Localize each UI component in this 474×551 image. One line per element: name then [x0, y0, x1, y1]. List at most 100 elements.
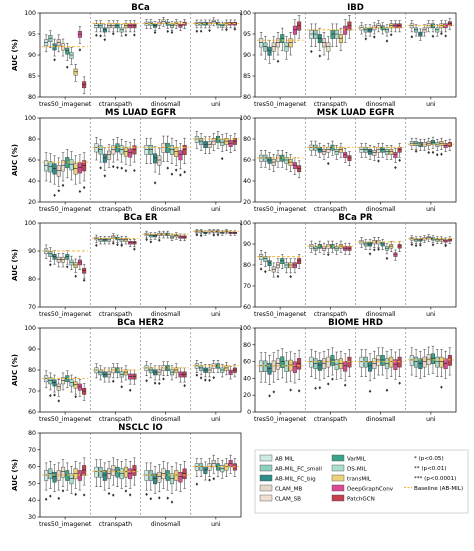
box-ctranspath-5 — [111, 139, 116, 169]
box-iqr — [69, 159, 74, 171]
box-iqr — [123, 147, 128, 157]
box-ctranspath-8 — [123, 365, 128, 381]
x-tick-label: dinosmall — [151, 311, 181, 318]
box-dinosmall-2 — [363, 349, 368, 377]
outlier-marker — [124, 489, 128, 493]
box-iqr — [297, 21, 302, 31]
box-dinosmall-9 — [393, 249, 398, 261]
box-iqr — [347, 21, 352, 31]
outlier-marker — [153, 381, 157, 385]
y-tick-label: 70 — [28, 388, 36, 395]
box-iqr — [271, 42, 276, 52]
box-uni-7 — [220, 364, 225, 378]
box-tres50_imagenet-5 — [276, 32, 281, 63]
box-uni-2 — [199, 362, 204, 380]
panel-1: BCa 80 85 90 95 100 AUC (%) tres50_imagenet ctra… — [11, 3, 242, 108]
box-ctranspath-5 — [326, 36, 331, 60]
outlier-marker — [440, 32, 443, 36]
y-tick-label: 20 — [28, 199, 36, 206]
legend-items: AB MIL AB-MIL_FC_small AB-MIL_FC_big CLAM_M… — [259, 454, 394, 502]
outlier-marker — [157, 496, 161, 500]
x-tick-label: tres50_imagenet — [254, 311, 307, 318]
box-iqr — [292, 162, 297, 169]
box-uni-8 — [439, 137, 444, 156]
box-iqr — [259, 360, 264, 373]
panel-4: MSK LUAD EGFR 20 40 60 80 100 tres50_imagenet c… — [239, 108, 457, 213]
outlier-marker — [208, 478, 211, 482]
y-tick-label: 85 — [28, 73, 36, 80]
box-uni-2 — [414, 24, 419, 37]
box-tres50_imagenet-1 — [259, 150, 264, 168]
outlier-marker — [297, 389, 301, 393]
box-uni-8 — [224, 19, 229, 32]
box-iqr — [322, 38, 327, 48]
outlier-marker — [310, 49, 313, 54]
outlier-marker — [431, 243, 435, 247]
box-dinosmall-7 — [169, 137, 174, 176]
box-tres50_imagenet-1 — [44, 34, 49, 53]
outlier-marker — [179, 173, 182, 177]
x-tick-label: ctranspath — [314, 206, 347, 213]
outlier-marker — [326, 252, 330, 257]
box-ctranspath-6 — [115, 20, 120, 33]
box-iqr — [144, 145, 149, 155]
x-tick-label: tres50_imagenet — [39, 416, 92, 423]
panel-3: MS LUAD EGFR 20 40 60 80 100 AUC (%) tres50_ima… — [11, 108, 242, 213]
outlier-marker — [149, 240, 153, 244]
box-iqr — [317, 34, 322, 44]
box-iqr — [276, 38, 281, 48]
box-tres50_imagenet-10 — [82, 76, 87, 95]
box-iqr — [65, 470, 70, 481]
x-tick-label: tres50_imagenet — [254, 101, 307, 108]
box-ctranspath-2 — [313, 23, 318, 47]
box-dinosmall-3 — [153, 21, 158, 35]
legend-swatch — [331, 494, 345, 502]
x-tick-label: ctranspath — [99, 101, 132, 108]
y-tick-label: 90 — [243, 241, 251, 248]
box-iqr — [267, 46, 272, 56]
outlier-marker — [116, 165, 119, 170]
y-tick-label: 60 — [243, 359, 251, 366]
box-iqr — [326, 356, 331, 368]
outlier-marker — [128, 493, 132, 497]
outlier-marker — [61, 183, 65, 187]
box-iqr — [148, 470, 153, 481]
box-ctranspath-4 — [322, 32, 327, 56]
legend-swatch — [259, 454, 273, 462]
y-tick-label: 70 — [243, 283, 251, 290]
box-tres50_imagenet-8 — [73, 63, 78, 82]
y-tick-label: 95 — [243, 31, 251, 38]
outlier-marker — [233, 27, 237, 31]
box-iqr — [280, 34, 285, 44]
box-tres50_imagenet-8 — [288, 258, 293, 279]
outlier-marker — [120, 166, 124, 170]
outlier-marker — [276, 274, 280, 278]
box-iqr — [56, 470, 61, 481]
box-iqr — [430, 353, 435, 364]
outlier-marker — [153, 181, 157, 185]
box-iqr — [144, 470, 149, 481]
y-tick-label: 85 — [243, 73, 251, 80]
box-iqr — [203, 141, 208, 148]
outlier-marker — [410, 35, 414, 39]
box-iqr — [271, 159, 276, 166]
outlier-marker — [61, 489, 65, 493]
box-tres50_imagenet-7 — [69, 151, 74, 181]
outlier-marker — [65, 65, 69, 69]
box-dinosmall-6 — [380, 239, 385, 250]
panel-9: NSCLC IO 30 40 50 60 70 80 AUC (%) tres50_imagen… — [11, 423, 242, 528]
box-uni-8 — [224, 362, 229, 376]
box-ctranspath-2 — [313, 242, 318, 255]
legend-sig-1: * (p<0.05) — [414, 456, 444, 462]
box-ctranspath-10 — [132, 369, 137, 385]
outlier-marker — [57, 496, 61, 500]
box-iqr — [56, 165, 61, 177]
box-ctranspath-4 — [107, 236, 112, 245]
box-iqr — [157, 155, 162, 166]
box-ctranspath-3 — [102, 236, 107, 245]
box-tres50_imagenet-2 — [263, 352, 268, 383]
box-iqr — [52, 163, 57, 175]
box-iqr — [263, 42, 268, 52]
box-iqr — [207, 141, 212, 148]
panel-title: BCa HER2 — [117, 318, 164, 328]
